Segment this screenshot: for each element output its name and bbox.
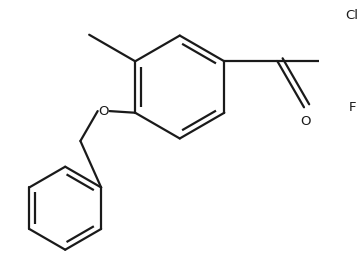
Text: O: O (99, 105, 109, 117)
Text: O: O (300, 115, 311, 128)
Text: Cl: Cl (345, 9, 358, 22)
Text: F: F (348, 101, 356, 114)
